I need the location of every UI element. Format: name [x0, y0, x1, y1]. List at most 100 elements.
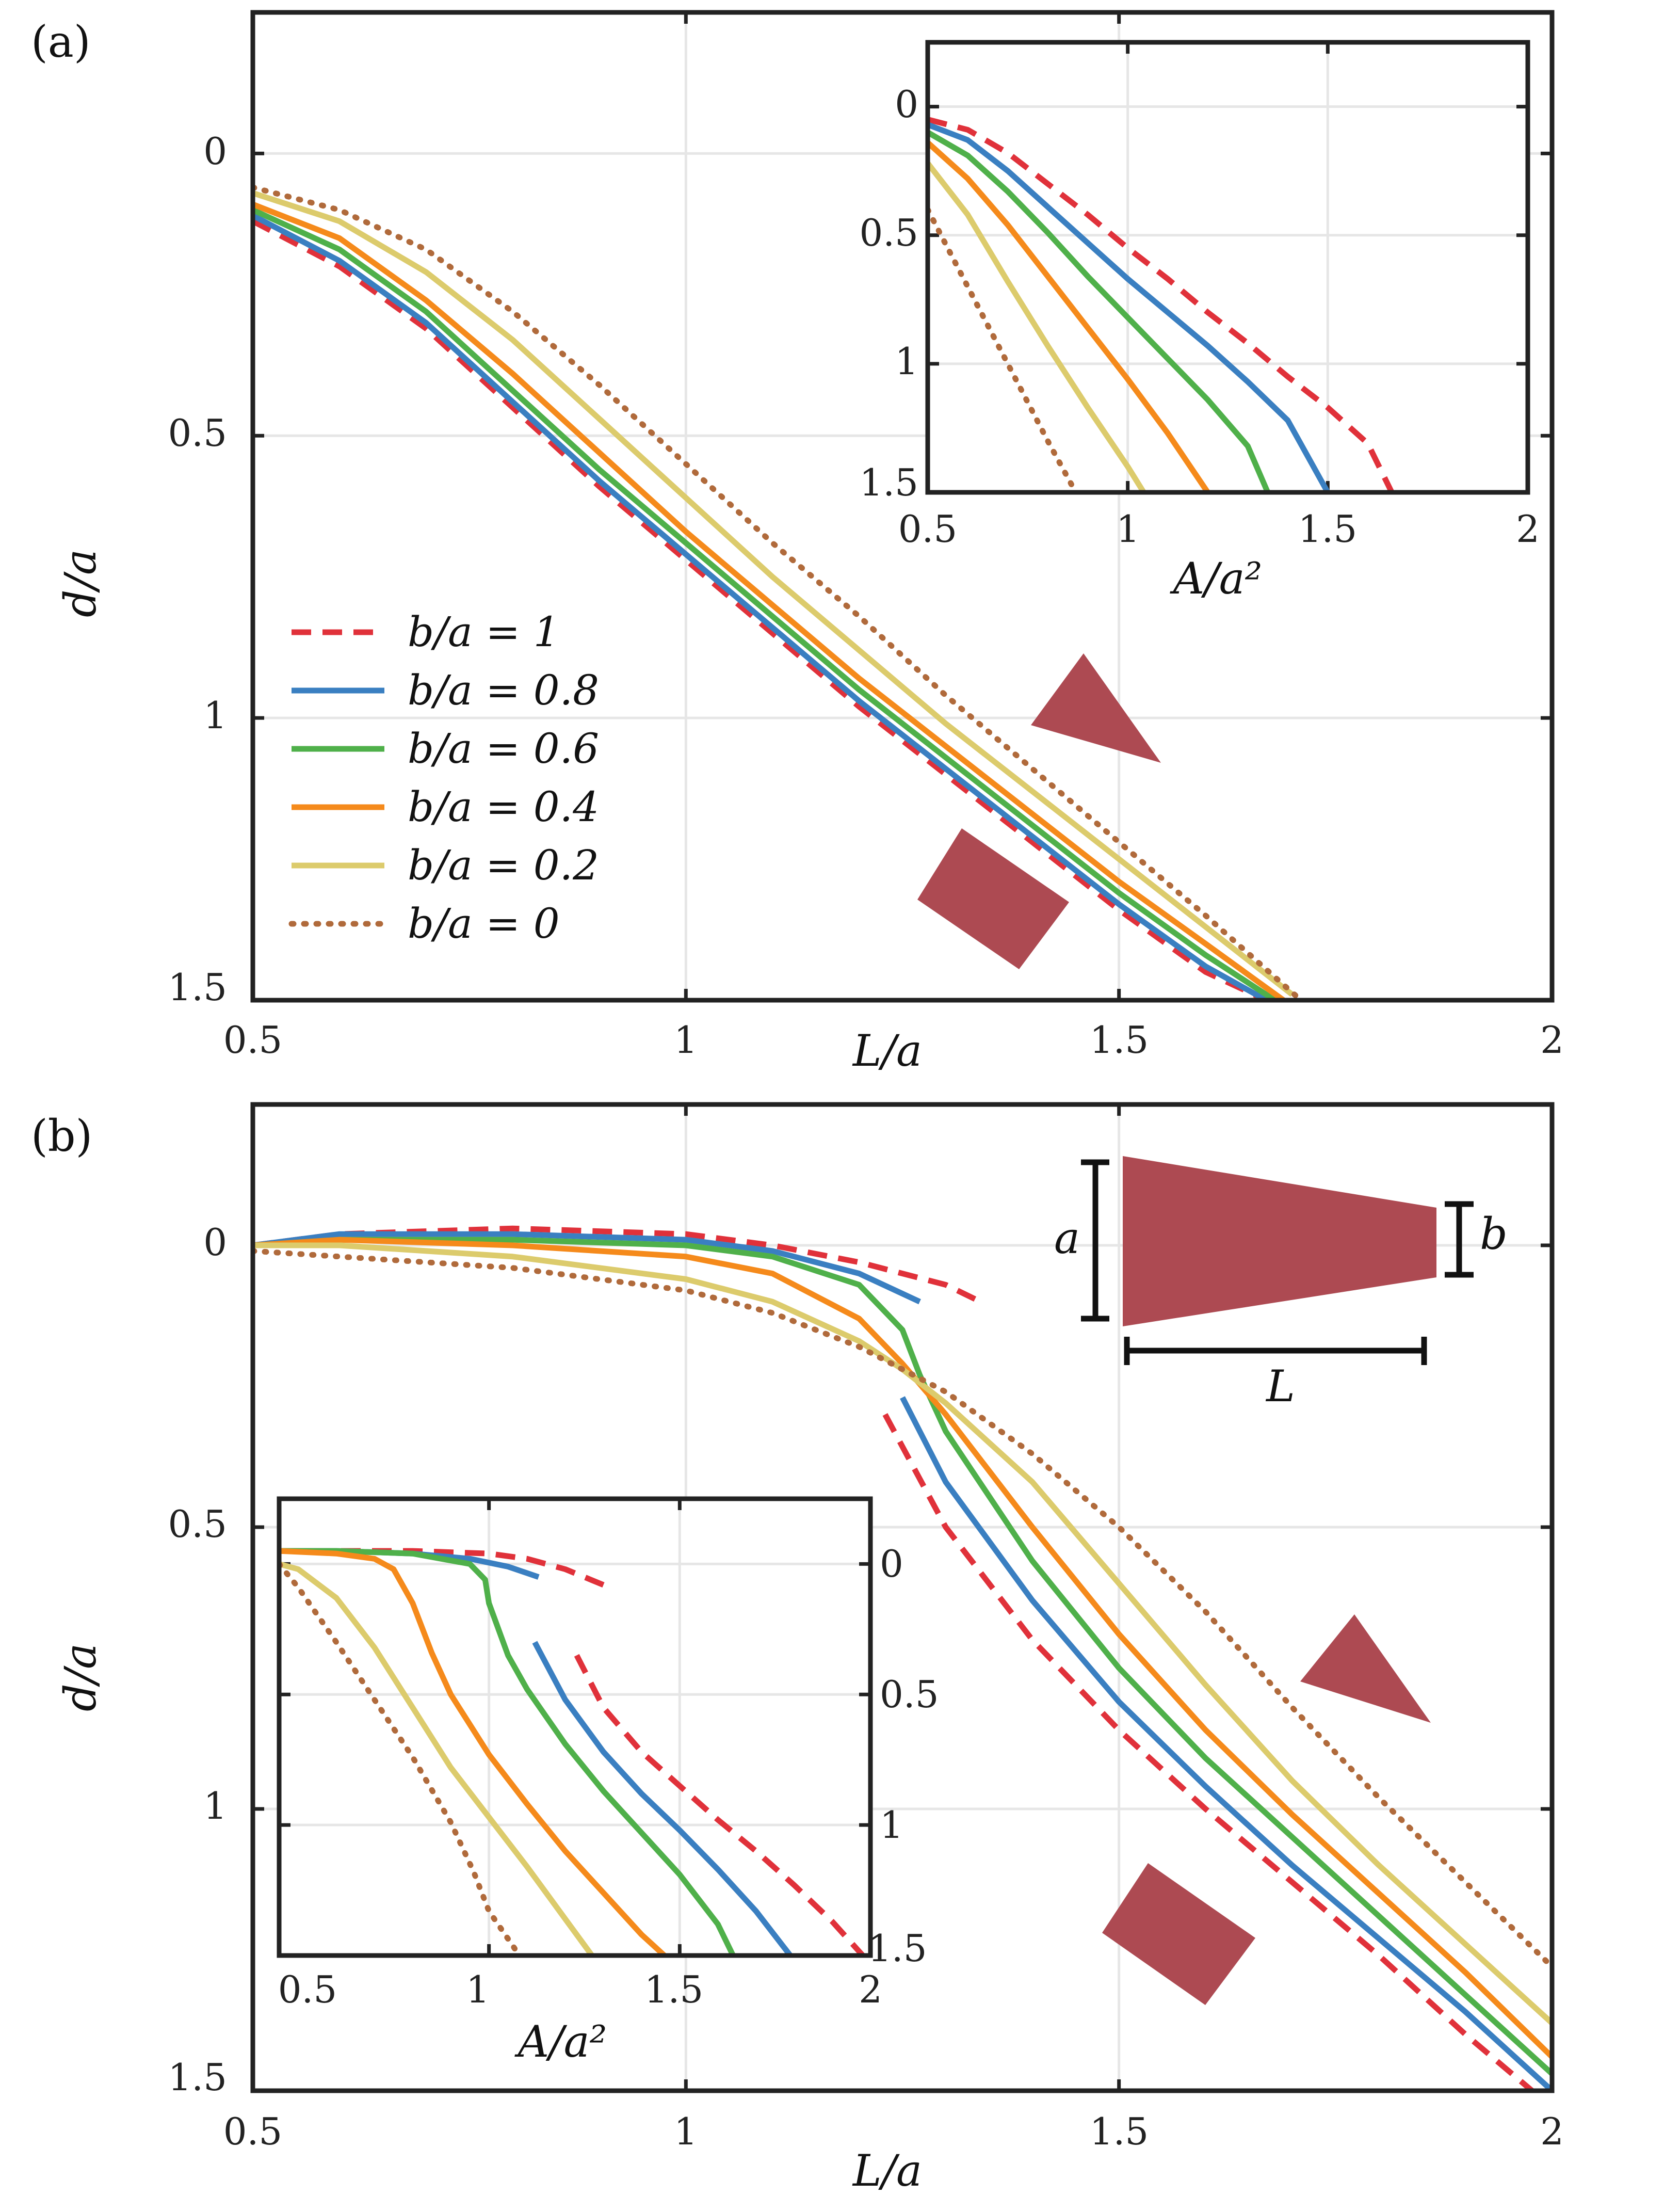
series-line-b02	[928, 161, 1146, 492]
panel-b-inset-xtick-label: 1	[466, 1968, 490, 2011]
series-line-b08	[928, 122, 1331, 492]
panel-b-ytick-label: 0.5	[168, 1502, 227, 1546]
series-line-b04	[253, 1237, 1552, 2059]
panel-a-triangle-shape	[1031, 653, 1161, 763]
series-line-b08	[253, 213, 1268, 1000]
series-line-b02	[253, 1242, 1552, 2026]
series-line-b0	[928, 206, 1079, 492]
series-line-b1	[253, 218, 1268, 1000]
panel-b-xtick-label: 1.5	[1090, 2110, 1149, 2153]
series-line-b06	[253, 207, 1277, 1000]
series-line-b06	[928, 130, 1271, 492]
panel-a-ytick-label: 1	[203, 694, 227, 737]
series-line-b1	[882, 1413, 1537, 2091]
panel-a-xtick-label: 1	[674, 1018, 698, 1062]
panel-b-xtick-label: 2	[1540, 2110, 1564, 2153]
series-line-b02	[253, 190, 1294, 997]
series-line-b1	[279, 1548, 605, 1588]
panel-b-inset-xtick-label: 2	[859, 1968, 882, 2011]
schematic-b-bracket	[1445, 1201, 1474, 1278]
panel-a-ytick-label: 0	[203, 130, 227, 173]
panel-b-y-axis-label: d/a	[55, 1643, 106, 1711]
panel-a-inset-frame	[925, 40, 1530, 495]
panel-b-axes-frame	[250, 1102, 1555, 2093]
panel-b-inset-ytick-label: 0.5	[880, 1673, 939, 1716]
panel-a: (a) 0.5 1 1.5 2 0 0.5 1 1.5 L/a d/a b/a …	[31, 10, 1564, 1076]
series-line-b02	[279, 1561, 594, 1955]
panel-b-square-shape	[1102, 1863, 1255, 2005]
panel-b-inset-background	[279, 1499, 870, 1955]
panel-a-inset-yticks: 0 0.5 1 1.5	[859, 83, 918, 504]
schematic-trapezoid-shape	[1123, 1156, 1436, 1326]
panel-a-inset-xtick-label: 1	[1116, 507, 1140, 551]
panel-a-inset: 0.5 1 1.5 2 0 0.5 1 1.5 A/a²	[859, 40, 1540, 604]
panel-a-series	[253, 184, 1304, 1000]
panel-a-inset-ytick-label: 0.5	[859, 211, 918, 254]
series-line-b0	[253, 184, 1304, 1000]
schematic-a-bracket	[1081, 1159, 1109, 1322]
schematic-b-label: b	[1480, 1209, 1508, 1259]
series-line-b04	[928, 140, 1210, 492]
panel-a-inset-series	[928, 117, 1395, 492]
panel-b-inset-ytick-label: 1	[880, 1803, 903, 1847]
legend-label-b04: b/a = 0.4	[408, 783, 599, 831]
series-line-b0	[279, 1561, 523, 1955]
panel-b: (b) a b L	[31, 1102, 1564, 2196]
panel-a-x-axis-label: L/a	[852, 1025, 922, 1076]
panel-a-legend: b/a = 1 b/a = 0.8 b/a = 0.6 b/a = 0.4 b/…	[288, 608, 599, 948]
panel-b-series	[253, 1225, 1552, 2091]
panel-b-inset-xtick-label: 1.5	[644, 1968, 704, 2011]
panel-b-inset-ytick-label: 0	[880, 1542, 903, 1585]
panel-a-square-shape	[917, 828, 1069, 969]
panel-b-triangle-shape	[1300, 1614, 1431, 1723]
legend-label-b0: b/a = 0	[408, 900, 560, 948]
panel-a-y-axis-label: d/a	[55, 549, 106, 617]
panel-a-ytick-label: 0.5	[168, 411, 227, 455]
series-line-b06	[279, 1548, 736, 1955]
panel-a-inset-xticks: 0.5 1 1.5 2	[898, 507, 1540, 551]
panel-b-ytick-label: 0	[203, 1221, 227, 1264]
legend-label-b1: b/a = 1	[408, 608, 560, 656]
panel-b-x-axis-label: L/a	[852, 2145, 922, 2196]
panel-b-inset-frame	[277, 1496, 873, 1958]
panel-a-xtick-label: 1.5	[1090, 1018, 1149, 1062]
panel-a-inset-xtick-label: 2	[1516, 507, 1540, 551]
series-line-b1	[253, 1225, 982, 1305]
panel-a-inset-x-axis-label: A/a²	[1170, 553, 1263, 604]
panel-b-inset-yticks: 0 0.5 1 1.5	[868, 1542, 939, 1970]
panel-b-yticks: 0 0.5 1 1.5	[168, 1221, 227, 2099]
panel-a-inset-xtick-label: 1.5	[1298, 507, 1358, 551]
panel-b-ytick-label: 1	[203, 1784, 227, 1828]
series-line-b04	[279, 1548, 667, 1955]
panel-a-ytick-label: 1.5	[168, 966, 227, 1009]
panel-b-xtick-label: 1	[674, 2110, 698, 2153]
legend-label-b08: b/a = 0.8	[408, 666, 599, 714]
series-line-b08	[253, 1231, 921, 1305]
panel-b-xtick-label: 0.5	[223, 2110, 283, 2153]
panel-a-axes-frame	[250, 10, 1555, 1003]
panel-a-inset-ytick-label: 1.5	[859, 461, 918, 504]
panel-b-inset-x-axis-label: A/a²	[514, 2016, 607, 2067]
panel-b-inset-xticks: 0.5 1 1.5 2	[278, 1968, 882, 2011]
panel-b-inset: 0.5 1 1.5 2 0 0.5 1 1.5 A/a²	[277, 1496, 939, 2067]
panel-a-inset-background	[928, 42, 1528, 492]
panel-a-inset-ytick-label: 0	[895, 83, 918, 126]
schematic-a-label: a	[1054, 1213, 1080, 1263]
panel-b-inset-ytick-label: 1.5	[868, 1927, 927, 1970]
legend-label-b02: b/a = 0.2	[408, 841, 599, 889]
series-line-b1	[574, 1654, 865, 1955]
series-line-b08	[532, 1641, 793, 1955]
panel-a-yticks: 0 0.5 1 1.5	[168, 130, 227, 1009]
panel-b-inset-xtick-label: 0.5	[278, 1968, 337, 2011]
panel-b-xticks: 0.5 1 1.5 2	[223, 2110, 1564, 2153]
panel-b-inset-series	[279, 1548, 865, 1955]
panel-a-label: (a)	[31, 17, 91, 67]
panel-a-inset-ytick-label: 1	[895, 340, 918, 383]
panel-a-xtick-label: 0.5	[223, 1018, 283, 1062]
panel-b-schematic: a b L	[1054, 1156, 1508, 1412]
panel-b-label: (b)	[31, 1111, 92, 1161]
series-line-b04	[253, 201, 1285, 1000]
panel-a-xtick-label: 2	[1540, 1018, 1564, 1062]
legend-label-b06: b/a = 0.6	[408, 725, 599, 773]
